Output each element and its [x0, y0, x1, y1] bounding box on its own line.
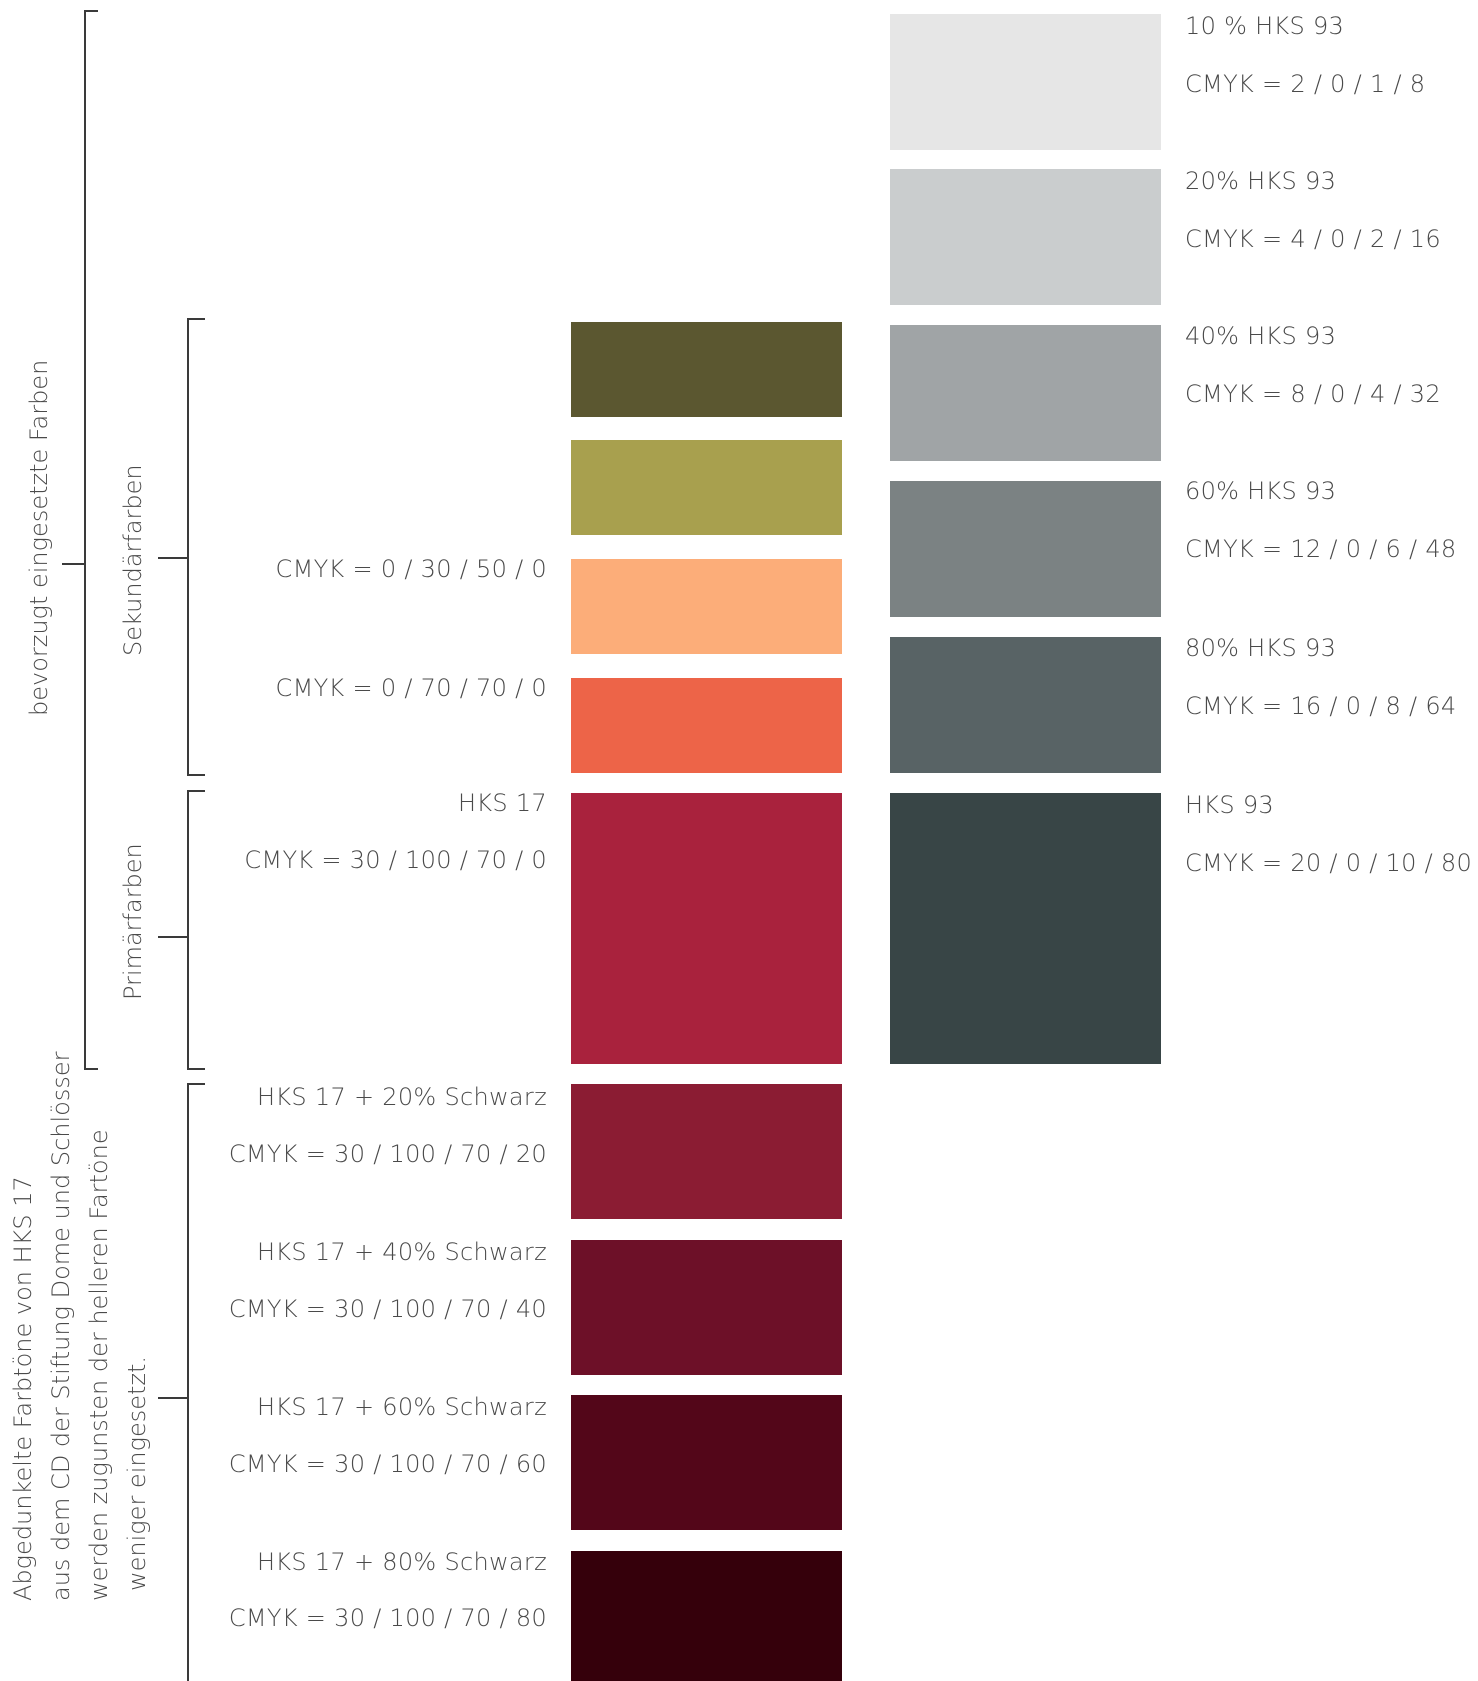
gray-name-label: 40% HKS 93	[1185, 322, 1337, 350]
dark-name-label: HKS 17 + 40% Schwarz	[257, 1238, 547, 1266]
bracket-line	[187, 318, 189, 775]
darkened-note-line: Abgedunkelte Farbtöne von HKS 17	[9, 1176, 37, 1601]
gray-name-label: 10 % HKS 93	[1185, 12, 1345, 40]
darkened-note-line: aus dem CD der Stiftung Dome und Schlöss…	[47, 1051, 75, 1601]
gray-swatch-100	[890, 793, 1161, 1064]
bracket-line	[158, 557, 187, 559]
gray-swatch-40	[890, 325, 1161, 461]
gray-cmyk-label: CMYK = 16 / 0 / 8 / 64	[1185, 692, 1457, 720]
bracket-line	[187, 1083, 189, 1681]
bracket-line	[187, 1068, 205, 1070]
primary-colors-label: Primärfarben	[119, 843, 147, 1000]
secondary-swatch-olive	[571, 440, 842, 535]
gray-name-label: 60% HKS 93	[1185, 477, 1337, 505]
bracket-line	[158, 936, 187, 938]
dark-cmyk-label: CMYK = 30 / 100 / 70 / 60	[228, 1450, 547, 1478]
bracket-line	[187, 1083, 205, 1085]
gray-cmyk-label: CMYK = 12 / 0 / 6 / 48	[1185, 535, 1457, 563]
bracket-line	[187, 774, 205, 776]
gray-name-label: HKS 93	[1185, 791, 1274, 819]
secondary-swatch-orange	[571, 678, 842, 773]
bracket-line	[84, 10, 86, 1069]
bracket-line	[187, 790, 205, 792]
gray-cmyk-label: CMYK = 8 / 0 / 4 / 32	[1185, 380, 1441, 408]
gray-cmyk-label: CMYK = 2 / 0 / 1 / 8	[1185, 70, 1426, 98]
dark-cmyk-label: CMYK = 30 / 100 / 70 / 40	[228, 1295, 547, 1323]
gray-cmyk-label: CMYK = 20 / 0 / 10 / 80	[1185, 849, 1473, 877]
bracket-line	[62, 563, 84, 565]
gray-swatch-60	[890, 481, 1161, 617]
secondary-colors-label: Sekundärfarben	[119, 464, 147, 656]
gray-swatch-10	[890, 14, 1161, 150]
dark-swatch-60	[571, 1395, 842, 1530]
primary-cmyk-label: CMYK = 30 / 100 / 70 / 0	[244, 846, 547, 874]
dark-name-label: HKS 17 + 20% Schwarz	[257, 1083, 547, 1111]
dark-cmyk-label: CMYK = 30 / 100 / 70 / 20	[228, 1140, 547, 1168]
dark-name-label: HKS 17 + 80% Schwarz	[257, 1548, 547, 1576]
preferred-colors-label: bevorzugt eingesetzte Farben	[25, 359, 53, 716]
bracket-line	[84, 10, 98, 12]
gray-name-label: 80% HKS 93	[1185, 634, 1337, 662]
bracket-line	[158, 1397, 187, 1399]
dark-swatch-80	[571, 1551, 842, 1681]
secondary-swatch-apricot	[571, 559, 842, 654]
primary-swatch-hks17	[571, 793, 842, 1064]
gray-cmyk-label: CMYK = 4 / 0 / 2 / 16	[1185, 225, 1441, 253]
darkened-note-line: werden zugunsten der helleren Fartöne	[85, 1129, 113, 1601]
dark-swatch-20	[571, 1084, 842, 1219]
bracket-line	[84, 1068, 98, 1070]
dark-swatch-40	[571, 1240, 842, 1375]
gray-name-label: 20% HKS 93	[1185, 167, 1337, 195]
bracket-line	[187, 318, 205, 320]
gray-swatch-20	[890, 169, 1161, 305]
gray-swatch-80	[890, 637, 1161, 773]
dark-name-label: HKS 17 + 60% Schwarz	[257, 1393, 547, 1421]
dark-cmyk-label: CMYK = 30 / 100 / 70 / 80	[228, 1604, 547, 1632]
secondary-cmyk-label: CMYK = 0 / 70 / 70 / 0	[275, 674, 547, 702]
primary-name-label: HKS 17	[458, 789, 547, 817]
bracket-line	[187, 790, 189, 1069]
secondary-cmyk-label: CMYK = 0 / 30 / 50 / 0	[275, 555, 547, 583]
secondary-swatch-olive-dark	[571, 322, 842, 417]
